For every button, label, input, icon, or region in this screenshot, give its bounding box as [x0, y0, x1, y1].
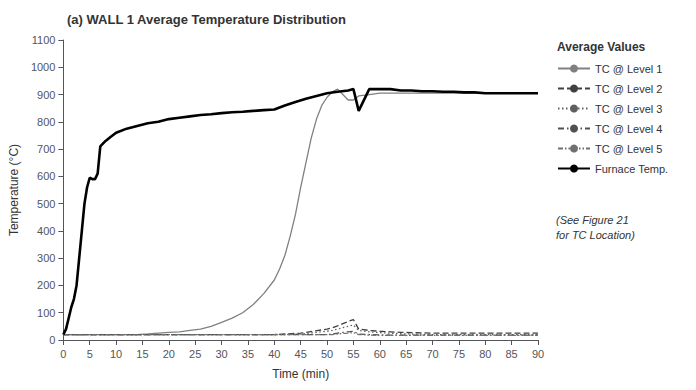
- svg-text:55: 55: [347, 348, 359, 360]
- svg-text:100: 100: [37, 307, 55, 319]
- svg-text:10: 10: [110, 348, 122, 360]
- svg-text:600: 600: [37, 170, 55, 182]
- svg-text:1000: 1000: [31, 61, 55, 73]
- svg-text:0: 0: [60, 348, 66, 360]
- svg-text:45: 45: [295, 348, 307, 360]
- svg-text:500: 500: [37, 198, 55, 210]
- svg-text:20: 20: [163, 348, 175, 360]
- svg-text:40: 40: [268, 348, 280, 360]
- svg-text:for TC Location): for TC Location): [556, 229, 635, 241]
- svg-text:900: 900: [37, 89, 55, 101]
- svg-text:800: 800: [37, 116, 55, 128]
- svg-text:(a) WALL 1 Average Temperature: (a) WALL 1 Average Temperature Distribut…: [67, 12, 346, 27]
- svg-text:30: 30: [215, 348, 227, 360]
- svg-text:(See Figure 21: (See Figure 21: [556, 214, 629, 226]
- svg-text:TC @ Level 1: TC @ Level 1: [595, 63, 662, 75]
- svg-text:90: 90: [532, 348, 544, 360]
- svg-text:50: 50: [321, 348, 333, 360]
- svg-text:TC @ Level 5: TC @ Level 5: [595, 143, 662, 155]
- svg-text:400: 400: [37, 225, 55, 237]
- svg-text:85: 85: [506, 348, 518, 360]
- svg-text:TC @ Level 3: TC @ Level 3: [595, 103, 662, 115]
- svg-text:TC @ Level 4: TC @ Level 4: [595, 123, 662, 135]
- svg-text:75: 75: [453, 348, 465, 360]
- svg-text:Temperature (°C): Temperature (°C): [7, 144, 21, 236]
- svg-text:300: 300: [37, 252, 55, 264]
- svg-text:5: 5: [87, 348, 93, 360]
- svg-text:70: 70: [426, 348, 438, 360]
- svg-text:Average Values: Average Values: [557, 40, 646, 54]
- svg-text:60: 60: [374, 348, 386, 360]
- svg-text:0: 0: [49, 334, 55, 346]
- svg-text:1100: 1100: [32, 34, 56, 46]
- svg-text:Time (min): Time (min): [272, 367, 329, 381]
- svg-text:700: 700: [37, 143, 55, 155]
- svg-text:65: 65: [400, 348, 412, 360]
- svg-text:80: 80: [479, 348, 491, 360]
- svg-text:TC @ Level 2: TC @ Level 2: [595, 83, 662, 95]
- svg-text:200: 200: [37, 279, 55, 291]
- svg-text:15: 15: [136, 348, 148, 360]
- svg-text:Furnace Temp.: Furnace Temp.: [595, 163, 668, 175]
- svg-text:35: 35: [242, 348, 254, 360]
- svg-text:25: 25: [189, 348, 201, 360]
